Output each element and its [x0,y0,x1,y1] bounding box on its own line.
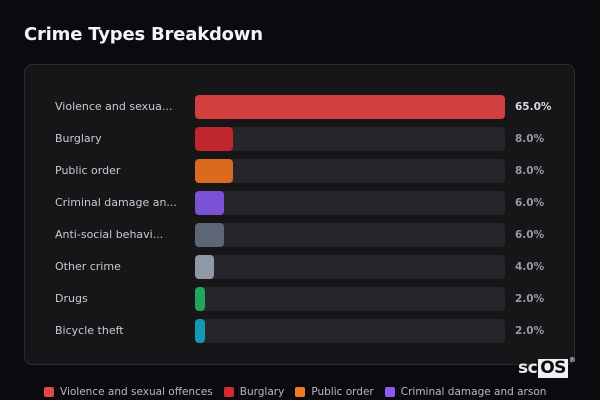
bar-fill[interactable] [195,159,234,183]
bar-track [195,223,505,247]
bar-track [195,287,505,311]
legend-item[interactable]: Burglary [223,386,285,398]
logo-inverted-text: OS [538,357,568,378]
bar-track [195,319,505,343]
bar-label: Public order [55,164,121,177]
bar-row: Criminal damage an... 6.0% [25,191,574,215]
legend-swatch-icon [384,387,395,397]
legend-swatch-icon [223,387,234,397]
bar-fill[interactable] [195,223,224,247]
bar-label: Criminal damage an... [55,196,177,209]
bar-fill[interactable] [195,191,224,215]
bar-row: Other crime 4.0% [25,255,574,279]
bar-value: 4.0% [515,261,545,273]
bar-value: 8.0% [515,165,545,177]
bar-fill[interactable] [195,255,215,279]
bar-fill[interactable] [195,127,234,151]
logo-text: sc [518,358,538,378]
bar-row: Bicycle theft 2.0% [25,319,574,343]
legend-swatch-icon [44,387,54,397]
bar-fill[interactable] [195,287,205,311]
chart-card: Violence and sexua... 65.0% Burglary 8.0% Pu… [24,64,575,365]
bar-row: Burglary 8.0% [25,127,574,151]
legend-item[interactable]: Public order [295,386,374,398]
bar-row: Public order 8.0% [25,159,574,183]
bar-track [195,255,505,279]
registered-mark-icon: ® [568,356,576,364]
legend-label: Public order [311,386,374,398]
bar-label: Violence and sexua... [55,100,173,113]
bar-track [195,127,505,151]
bar-label: Anti-social behavi... [55,228,164,241]
chart-title: Crime Types Breakdown [24,24,263,45]
bar-track [195,95,505,119]
brand-logo: sc OS ® [518,356,576,378]
bar-value: 6.0% [515,197,545,209]
bar-track [195,191,505,215]
bar-label: Other crime [55,260,121,273]
legend-label: Burglary [239,386,285,398]
bar-value: 65.0% [515,101,552,113]
bar-value: 8.0% [515,133,545,145]
bar-fill[interactable] [195,319,205,343]
bar-value: 2.0% [515,293,545,305]
bar-row: Violence and sexua... 65.0% [25,95,574,119]
legend-item[interactable]: Criminal damage and arson [384,386,547,398]
legend-item[interactable]: Violence and sexual offences [44,386,213,398]
bar-value: 6.0% [515,229,545,241]
bar-label: Drugs [55,292,88,305]
bar-label: Burglary [55,132,102,145]
bar-row: Drugs 2.0% [25,287,574,311]
legend-label: Criminal damage and arson [400,386,547,398]
bar-fill[interactable] [195,95,505,119]
legend-swatch-icon [295,387,306,397]
chart-legend: Violence and sexual offences Burglary Publ… [44,386,557,398]
bar-label: Bicycle theft [55,324,124,337]
bar-row: Anti-social behavi... 6.0% [25,223,574,247]
bar-track [195,159,505,183]
legend-label: Violence and sexual offences [60,386,213,398]
bar-value: 2.0% [515,325,545,337]
